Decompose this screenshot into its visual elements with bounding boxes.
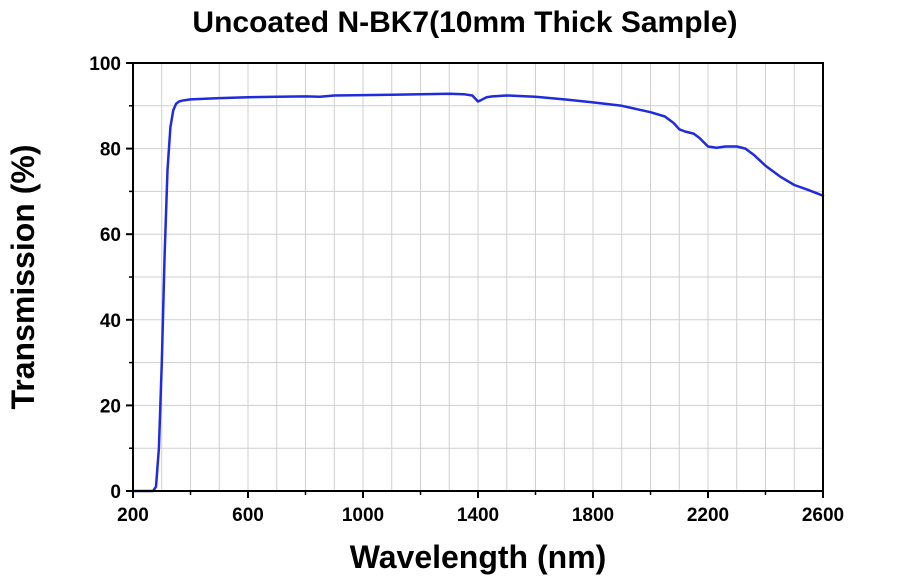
series-layer <box>131 92 825 493</box>
grid <box>133 63 823 491</box>
transmission-curve <box>131 92 825 493</box>
y-axis-label: Transmission (%) <box>5 145 41 410</box>
x-tick-label: 2200 <box>687 505 729 526</box>
y-tick-label: 40 <box>100 311 121 332</box>
axis-ticks: 200 600 1000 1400 1800 2200 2600 0 20 40 60 80 100 <box>89 54 844 526</box>
x-tick-label: 200 <box>117 505 149 526</box>
x-axis-label: Wavelength (nm) <box>350 539 607 575</box>
y-tick-label: 100 <box>89 54 121 75</box>
y-tick-label: 0 <box>110 482 121 503</box>
x-tick-label: 1000 <box>342 505 384 526</box>
y-tick-label: 60 <box>100 225 121 246</box>
y-tick-label: 20 <box>100 396 121 417</box>
chart-title: Uncoated N-BK7(10mm Thick Sample) <box>192 6 737 39</box>
x-tick-label: 2600 <box>802 505 844 526</box>
x-tick-label: 1400 <box>457 505 499 526</box>
x-tick-label: 600 <box>232 505 264 526</box>
x-tick-label: 1800 <box>572 505 614 526</box>
y-tick-label: 80 <box>100 140 121 161</box>
